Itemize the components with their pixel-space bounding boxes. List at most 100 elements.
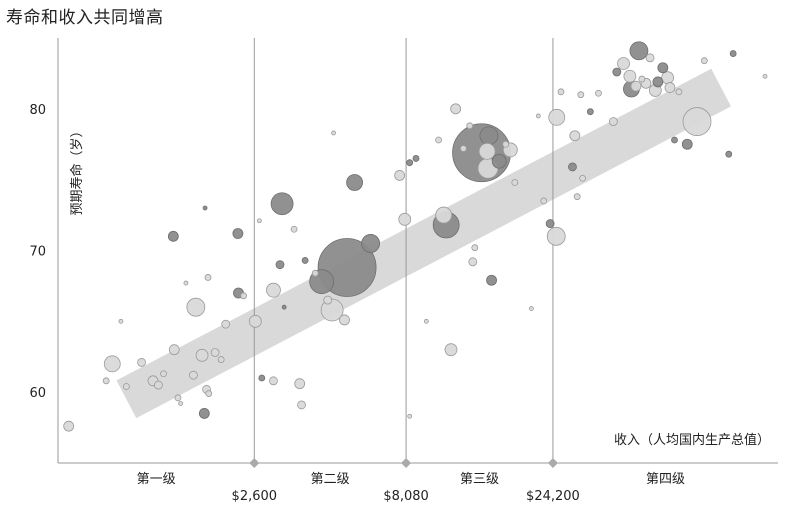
country-bubble — [103, 355, 121, 373]
country-bubble — [435, 136, 442, 144]
country-bubble — [217, 356, 225, 363]
threshold-label: $8,080 — [383, 489, 429, 504]
country-bubble — [682, 107, 712, 136]
x-axis-label: 收入（人均国内生产总值） — [614, 432, 770, 448]
country-bubble — [210, 348, 220, 357]
country-bubble — [661, 71, 675, 85]
threshold-marker — [547, 458, 558, 468]
country-bubble — [339, 314, 350, 326]
country-bubble — [617, 57, 630, 70]
y-tick-label: 80 — [29, 103, 46, 118]
country-bubble — [323, 295, 333, 305]
country-bubble — [491, 153, 507, 169]
country-bubble — [468, 257, 478, 267]
country-bubble — [301, 257, 309, 264]
country-bubble — [652, 76, 664, 88]
country-bubble — [248, 314, 262, 328]
country-bubble — [557, 88, 565, 96]
threshold-marker — [401, 458, 412, 468]
country-bubble — [535, 113, 541, 119]
country-bubble — [122, 383, 130, 390]
country-bubble — [762, 73, 768, 79]
y-tick-label: 60 — [29, 386, 46, 401]
country-bubble — [281, 304, 287, 310]
country-bubble — [167, 230, 179, 242]
country-bubble — [275, 260, 285, 270]
threshold-marker — [249, 458, 260, 468]
threshold-label: $24,200 — [526, 489, 580, 504]
country-bubble — [586, 108, 594, 116]
country-bubble — [183, 280, 189, 286]
country-bubble — [548, 108, 566, 126]
chart-title: 寿命和收入共同增高 — [6, 8, 164, 28]
country-bubble — [579, 174, 586, 182]
income-level-label: 第二级 — [311, 472, 350, 487]
country-bubble — [189, 370, 198, 380]
y-tick-label: 70 — [29, 245, 46, 260]
country-bubble — [270, 192, 294, 216]
country-bubble — [398, 212, 412, 226]
country-bubble — [450, 103, 462, 115]
country-bubble — [466, 122, 474, 130]
country-bubble — [266, 282, 281, 298]
country-bubble — [198, 408, 210, 419]
country-bubble — [657, 62, 669, 74]
threshold-label: $2,600 — [232, 489, 278, 504]
country-bubble — [394, 170, 406, 181]
country-bubble — [407, 413, 413, 419]
country-bubble — [700, 57, 708, 65]
country-bubble — [595, 89, 602, 97]
country-bubble — [204, 274, 212, 281]
country-bubble — [256, 218, 262, 224]
country-bubble — [331, 130, 336, 136]
country-bubble — [423, 318, 429, 324]
y-axis-label: 预期寿命（岁） — [69, 124, 85, 215]
country-bubble — [297, 400, 306, 410]
country-bubble — [671, 136, 678, 144]
country-bubble — [486, 274, 497, 286]
country-bubble — [346, 174, 363, 191]
country-bubble — [568, 162, 577, 172]
country-bubble — [320, 298, 344, 322]
country-bubble — [546, 226, 566, 246]
country-bubble — [290, 225, 298, 233]
country-bubble — [577, 91, 585, 99]
country-bubble — [623, 69, 637, 83]
country-bubble — [294, 378, 306, 390]
country-bubble — [725, 150, 733, 158]
country-bubble — [675, 88, 683, 96]
country-bubble — [681, 138, 693, 150]
country-bubble — [102, 377, 110, 385]
country-bubble — [361, 234, 381, 253]
country-bubble — [160, 370, 167, 378]
country-bubble — [153, 380, 163, 390]
country-bubble — [269, 376, 278, 386]
country-bubble — [240, 292, 247, 300]
country-bubble — [195, 348, 209, 362]
income-level-label: 第三级 — [460, 472, 499, 487]
country-bubble — [435, 206, 453, 224]
country-bubble — [729, 50, 737, 57]
country-bubble — [664, 82, 676, 93]
country-bubble — [629, 41, 649, 61]
country-bubble — [478, 142, 496, 160]
country-bubble — [232, 228, 244, 239]
trend-band — [116, 68, 731, 419]
country-bubble — [137, 358, 146, 367]
country-bubble — [174, 394, 182, 402]
country-bubble — [202, 205, 208, 211]
country-bubble — [528, 306, 534, 311]
country-bubble — [168, 344, 180, 356]
country-bubble — [645, 53, 655, 63]
income-level-label: 第一级 — [137, 472, 176, 487]
country-bubble — [118, 318, 124, 324]
country-bubble — [638, 75, 646, 83]
country-bubble — [444, 343, 458, 357]
country-bubble — [511, 179, 519, 186]
country-bubble — [540, 197, 548, 205]
country-bubble — [412, 155, 420, 162]
income-level-label: 第四级 — [646, 472, 685, 487]
country-bubble — [471, 244, 479, 252]
country-bubble — [569, 130, 581, 142]
